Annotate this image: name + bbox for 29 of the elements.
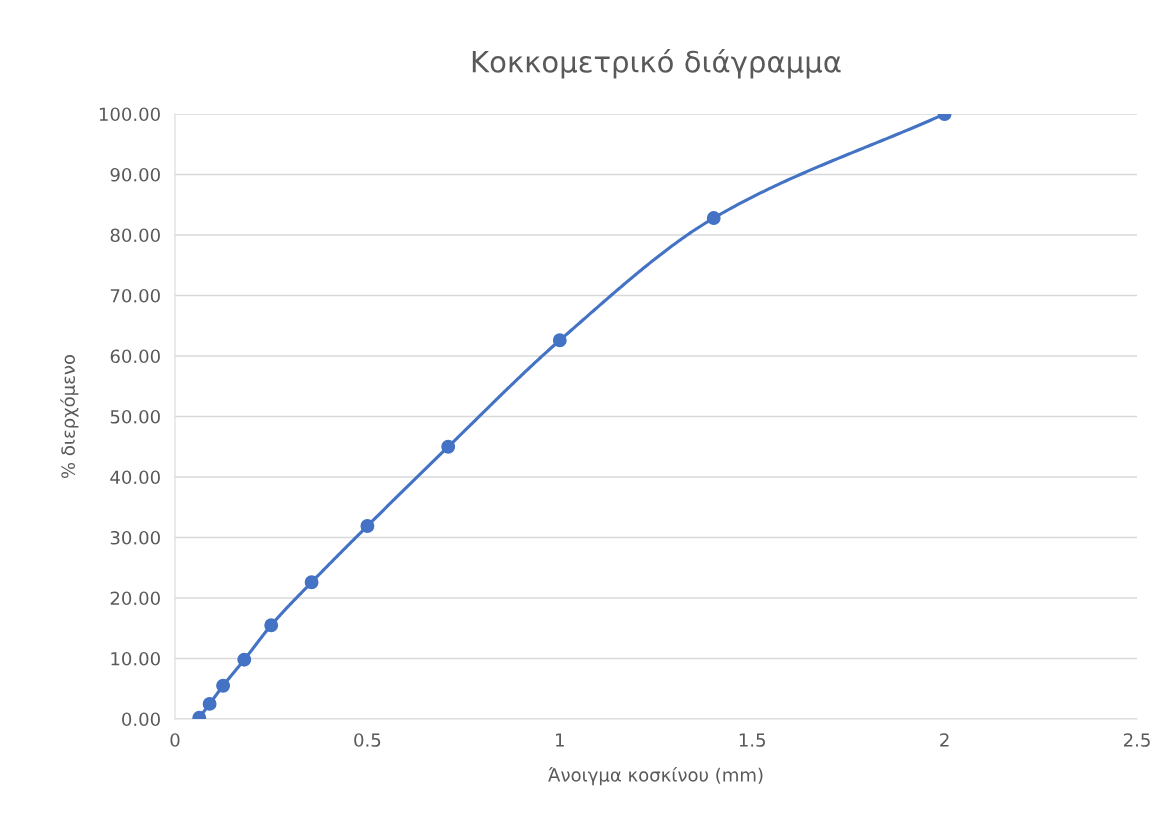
point — [552, 333, 567, 348]
y-tick-label: 0.00 — [122, 712, 160, 727]
y-tick-label: 40.00 — [110, 470, 160, 485]
x-tick-label: 1 — [556, 733, 564, 747]
x-tick-label: 0 — [170, 733, 180, 747]
point — [360, 519, 375, 533]
point — [441, 439, 456, 454]
y-tick-label: 10.00 — [111, 651, 160, 666]
y-tick-label: 60.00 — [110, 349, 160, 364]
x-tick-label: 0.5 — [354, 733, 381, 747]
y-tick-label: 50.00 — [110, 409, 160, 424]
chart-title: Κοκκομετρικό διάγραμμα — [472, 49, 841, 79]
y-tick-label: 20.00 — [110, 591, 160, 606]
point — [706, 211, 721, 226]
y-tick-label: 80.00 — [110, 228, 160, 243]
point — [202, 696, 217, 711]
x-tick-label: 1.5 — [739, 733, 765, 747]
point — [237, 652, 252, 667]
point — [216, 678, 231, 693]
y-tick-label: 90.00 — [110, 167, 160, 182]
y-tick-label: 100.00 — [99, 107, 160, 122]
y-tick-label: 30.00 — [110, 530, 160, 545]
point — [304, 575, 319, 590]
x-tick-label: 2 — [940, 733, 949, 747]
x-tick-label: 2.5 — [1123, 733, 1150, 747]
point — [264, 618, 279, 633]
y-axis-title: % διερχόμενο — [60, 354, 79, 479]
y-tick-label: 70.00 — [110, 288, 160, 303]
x-axis-title: Άνοιγμα κοσκίνου (mm) — [548, 767, 763, 786]
